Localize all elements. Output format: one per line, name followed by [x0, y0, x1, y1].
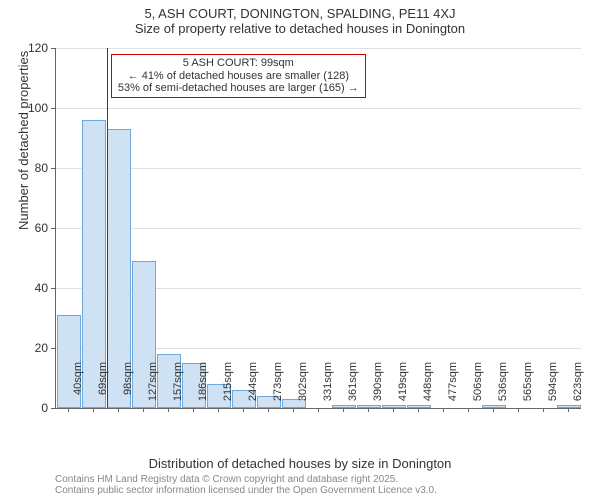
xtick-label: 40sqm	[72, 362, 84, 412]
xtick-label: 157sqm	[172, 362, 184, 412]
marker-line	[107, 48, 108, 408]
xtick-label: 127sqm	[147, 362, 159, 412]
plot-area: 5 ASH COURT: 99sqm← 41% of detached hous…	[55, 48, 581, 409]
xtick-label: 477sqm	[447, 362, 459, 412]
xtick-label: 244sqm	[247, 362, 259, 412]
ytick-label: 60	[35, 221, 48, 235]
xtick-label: 98sqm	[122, 362, 134, 412]
xtick-label: 361sqm	[347, 362, 359, 412]
y-axis-label: Number of detached properties	[16, 51, 31, 230]
chart-container: 5, ASH COURT, DONINGTON, SPALDING, PE11 …	[0, 0, 600, 500]
marker-callout: 5 ASH COURT: 99sqm← 41% of detached hous…	[111, 54, 366, 98]
ytick-label: 20	[35, 341, 48, 355]
ytick-label: 80	[35, 161, 48, 175]
xtick-label: 186sqm	[197, 362, 209, 412]
x-axis-label: Distribution of detached houses by size …	[0, 456, 600, 471]
xtick-label: 506sqm	[472, 362, 484, 412]
xtick-label: 594sqm	[547, 362, 559, 412]
xtick-label: 623sqm	[572, 362, 584, 412]
xtick-label: 448sqm	[422, 362, 434, 412]
xtick-label: 69sqm	[97, 362, 109, 412]
ytick-label: 100	[28, 101, 48, 115]
attribution-text: Contains HM Land Registry data © Crown c…	[55, 474, 437, 496]
xtick-label: 419sqm	[397, 362, 409, 412]
xtick-label: 390sqm	[372, 362, 384, 412]
xtick-label: 215sqm	[222, 362, 234, 412]
chart-subtitle: Size of property relative to detached ho…	[0, 21, 600, 42]
chart-title: 5, ASH COURT, DONINGTON, SPALDING, PE11 …	[0, 0, 600, 21]
xtick-label: 565sqm	[522, 362, 534, 412]
xtick-label: 273sqm	[272, 362, 284, 412]
ytick-label: 0	[41, 401, 48, 415]
xtick-label: 331sqm	[322, 362, 334, 412]
ytick-label: 120	[28, 41, 48, 55]
xtick-label: 536sqm	[497, 362, 509, 412]
xtick-label: 302sqm	[297, 362, 309, 412]
ytick-label: 40	[35, 281, 48, 295]
